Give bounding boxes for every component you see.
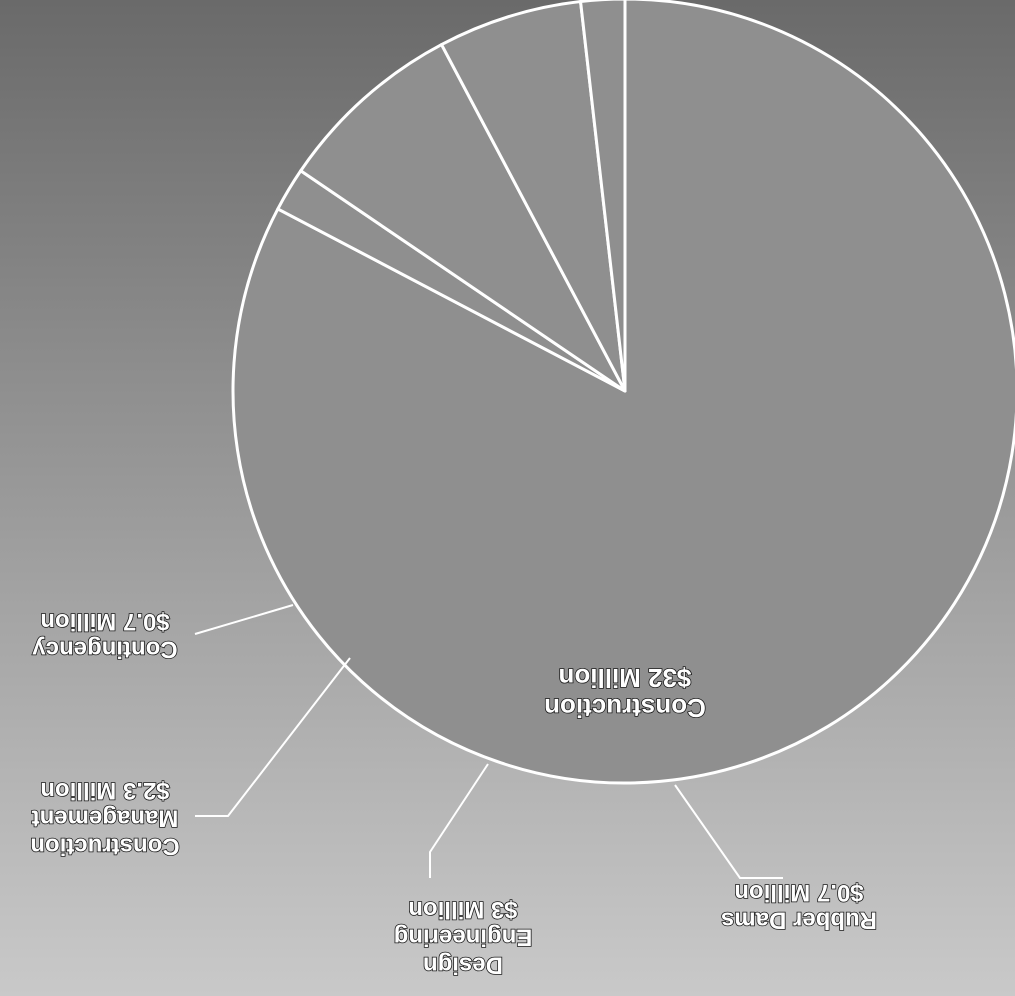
- slice-label-rubber-dams-line-2: $0.7 Million: [734, 879, 863, 906]
- leader-lines: [194, 604, 783, 879]
- leader-line-design-engineering: [429, 763, 489, 878]
- pie-slice-design-engineering: [299, 43, 627, 393]
- slice-label-construction-line-1: Construction: [544, 693, 706, 723]
- leader-line-rubber-dams: [674, 784, 783, 879]
- slice-label-construction-line-2: $32 Million: [559, 663, 692, 693]
- leader-line-construction-management: [195, 657, 351, 817]
- slice-label-construction-management-line-3: $2.3 Million: [40, 777, 169, 804]
- pie-slices: [231, 0, 1015, 785]
- leader-line-contingency: [194, 604, 294, 635]
- slice-label-design-engineering-line-2: Engineering: [394, 924, 533, 951]
- slice-label-contingency-line-1: Contingency: [32, 635, 178, 662]
- slice-label-contingency-line-2: $0.7 Million: [40, 608, 169, 635]
- pie-slice-construction-management: [440, 0, 627, 393]
- slice-label-design-engineering-line-3: $3 Million: [408, 896, 517, 923]
- slice-label-rubber-dams-line-1: Rubber Dams: [721, 906, 877, 933]
- slice-label-construction-management-line-1: Construction: [30, 832, 179, 859]
- slice-label-design-engineering-line-1: Design: [423, 951, 503, 978]
- slice-label-construction-management-line-2: Management: [32, 805, 179, 832]
- pie-slice-contingency: [579, 0, 627, 393]
